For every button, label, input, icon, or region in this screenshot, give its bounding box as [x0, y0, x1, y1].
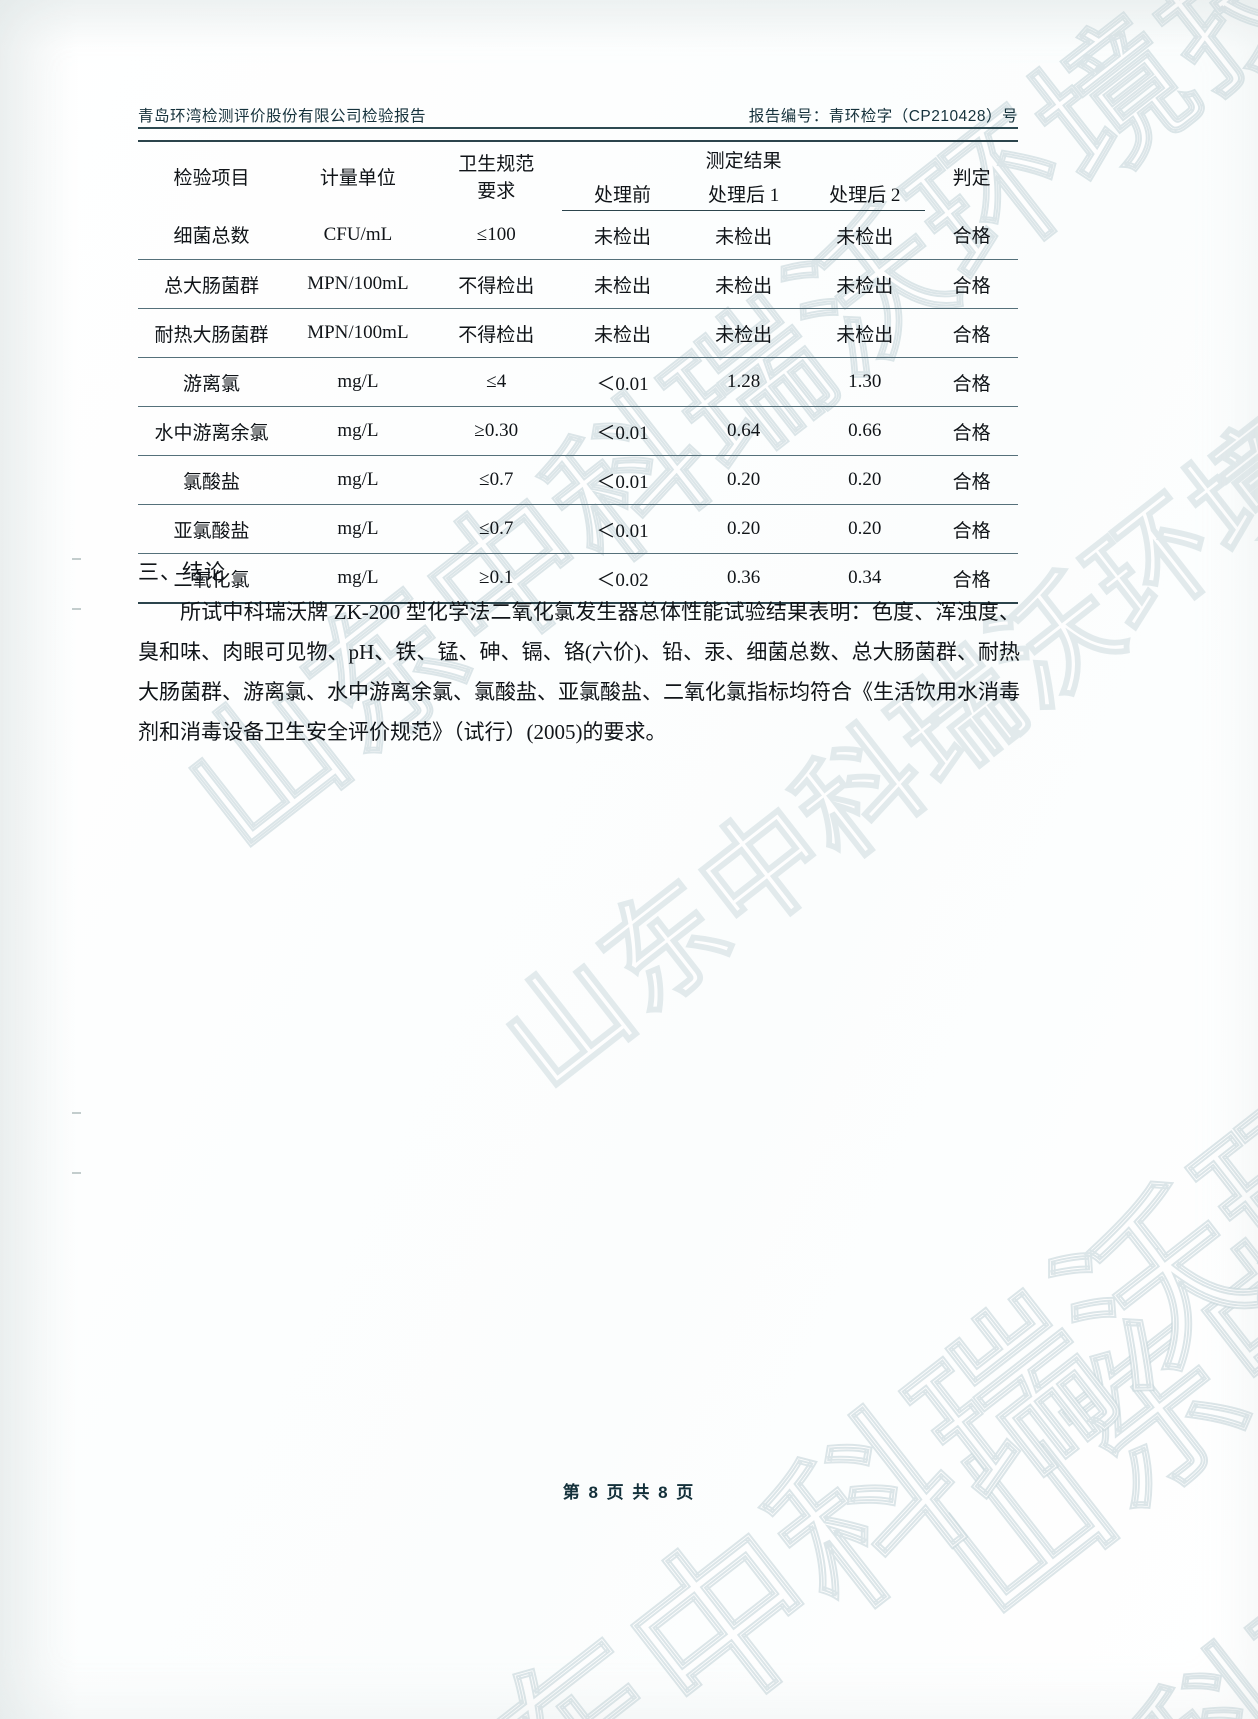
cell-unit: mg/L: [285, 357, 431, 407]
header-report-number: 报告编号：青环检字（CP210428）号: [749, 104, 1018, 126]
cell-unit: mg/L: [285, 455, 431, 505]
cell-after1: 未检出: [683, 308, 805, 358]
report-number-label: 报告编号：: [748, 108, 829, 125]
margin-tick: [72, 608, 81, 610]
cell-before: 未检出: [561, 308, 684, 358]
cell-after2: 0.34: [804, 553, 926, 604]
cell-judge: 合格: [925, 504, 1018, 554]
table-row: 二氧化氯 mg/L ≥0.1 ＜0.02 0.36 0.34 合格: [138, 553, 1018, 604]
table-row: 水中游离余氯 mg/L ≥0.30 ＜0.01 0.64 0.66 合格: [138, 406, 1018, 456]
table-row: 游离氯 mg/L ≤4 ＜0.01 1.28 1.30 合格: [138, 357, 1018, 407]
cell-item: 二氧化氯: [138, 553, 286, 604]
table-row: 亚氯酸盐 mg/L ≤0.7 ＜0.01 0.20 0.20 合格: [138, 504, 1018, 554]
conclusion-paragraph: 所试中科瑞沃牌 ZK-200 型化学法二氧化氯发生器总体性能试验结果表明：色度、…: [138, 600, 1020, 744]
cell-item: 氯酸盐: [138, 455, 286, 505]
cell-judge: 合格: [925, 210, 1018, 260]
cell-unit: mg/L: [285, 406, 431, 456]
cell-spec: ≥0.1: [430, 553, 562, 604]
cell-after2: 未检出: [804, 308, 926, 358]
cell-judge: 合格: [925, 406, 1018, 456]
table-body: 细菌总数 CFU/mL ≤100 未检出 未检出 未检出 合格 总大肠菌群 MPN/100mL 不…: [138, 210, 1018, 604]
cell-before: ＜0.02: [561, 553, 684, 604]
col-header-before: 处理前: [561, 176, 684, 211]
cell-after1: 0.20: [683, 504, 805, 554]
report-number-value: 青环检字（CP210428）号: [828, 108, 1018, 125]
cell-unit: mg/L: [285, 504, 431, 554]
cell-before: 未检出: [561, 259, 684, 309]
cell-spec: 不得检出: [430, 259, 562, 309]
margin-tick: [72, 1112, 81, 1114]
cell-judge: 合格: [925, 308, 1018, 358]
cell-spec: ≥0.30: [430, 406, 562, 456]
cell-after2: 未检出: [804, 210, 926, 260]
table-head: 检验项目 计量单位 卫生规范 要求 测定结果 判定 处理前 处理后 1 处理后 …: [138, 140, 1018, 211]
conclusion-body: 所试中科瑞沃牌 ZK-200 型化学法二氧化氯发生器总体性能试验结果表明：色度、…: [138, 592, 1020, 752]
cell-after1: 0.36: [683, 553, 805, 604]
cell-item: 细菌总数: [138, 210, 286, 260]
cell-before: ＜0.01: [561, 504, 684, 554]
margin-tick: [72, 1172, 81, 1174]
cell-spec: ≤4: [430, 357, 562, 407]
cell-spec: ≤100: [430, 210, 562, 260]
col-header-item: 检验项目: [138, 140, 286, 211]
cell-after1: 0.64: [683, 406, 805, 456]
cell-after1: 未检出: [683, 259, 805, 309]
cell-judge: 合格: [925, 259, 1018, 309]
cell-after2: 未检出: [804, 259, 926, 309]
col-header-spec: 卫生规范 要求: [430, 140, 562, 211]
cell-before: ＜0.01: [561, 455, 684, 505]
col-header-judge: 判定: [925, 140, 1018, 211]
page-footer: 第 8 页 共 8 页: [562, 1483, 696, 1502]
cell-unit: mg/L: [285, 553, 431, 604]
col-header-spec-line2: 要求: [477, 181, 516, 203]
cell-judge: 合格: [925, 553, 1018, 604]
margin-tick: [72, 558, 81, 560]
cell-after2: 0.20: [804, 455, 926, 505]
table-row: 总大肠菌群 MPN/100mL 不得检出 未检出 未检出 未检出 合格: [138, 259, 1018, 309]
col-header-after1: 处理后 1: [683, 176, 805, 211]
col-header-after2: 处理后 2: [804, 176, 926, 211]
table-row: 细菌总数 CFU/mL ≤100 未检出 未检出 未检出 合格: [138, 210, 1018, 260]
col-header-unit: 计量单位: [285, 140, 431, 211]
cell-item: 亚氯酸盐: [138, 504, 286, 554]
table-row: 耐热大肠菌群 MPN/100mL 不得检出 未检出 未检出 未检出 合格: [138, 308, 1018, 358]
col-header-spec-line1: 卫生规范: [458, 154, 535, 176]
cell-item: 游离氯: [138, 357, 286, 407]
page-header: 青岛环湾检测评价股份有限公司检验报告 报告编号：青环检字（CP210428）号: [138, 104, 1018, 126]
cell-after2: 0.20: [804, 504, 926, 554]
cell-item: 总大肠菌群: [138, 259, 286, 309]
cell-unit: MPN/100mL: [285, 259, 431, 309]
header-rule: [138, 127, 1018, 129]
cell-spec: 不得检出: [430, 308, 562, 358]
table-row: 氯酸盐 mg/L ≤0.7 ＜0.01 0.20 0.20 合格: [138, 455, 1018, 505]
cell-item: 耐热大肠菌群: [138, 308, 286, 358]
col-header-results-group: 测定结果: [561, 140, 926, 176]
cell-spec: ≤0.7: [430, 504, 562, 554]
cell-after1: 0.20: [683, 455, 805, 505]
table-header-row-sub: 处理前 处理后 1 处理后 2: [138, 176, 1018, 211]
cell-after2: 1.30: [804, 357, 926, 407]
cell-judge: 合格: [925, 357, 1018, 407]
cell-after1: 1.28: [683, 357, 805, 407]
test-results-table: 检验项目 计量单位 卫生规范 要求 测定结果 判定 处理前 处理后 1 处理后 …: [138, 140, 1018, 604]
cell-judge: 合格: [925, 455, 1018, 505]
cell-spec: ≤0.7: [430, 455, 562, 505]
cell-before: 未检出: [561, 210, 684, 260]
cell-unit: MPN/100mL: [285, 308, 431, 358]
cell-before: ＜0.01: [561, 406, 684, 456]
cell-unit: CFU/mL: [285, 210, 431, 260]
header-company-title: 青岛环湾检测评价股份有限公司检验报告: [138, 108, 427, 125]
table-header-row-top: 检验项目 计量单位 卫生规范 要求 测定结果 判定: [138, 140, 1018, 211]
cell-before: ＜0.01: [561, 357, 684, 407]
cell-after2: 0.66: [804, 406, 926, 456]
cell-item: 水中游离余氯: [138, 406, 286, 456]
conclusion-title: 三、结论: [138, 560, 226, 584]
cell-after1: 未检出: [683, 210, 805, 260]
